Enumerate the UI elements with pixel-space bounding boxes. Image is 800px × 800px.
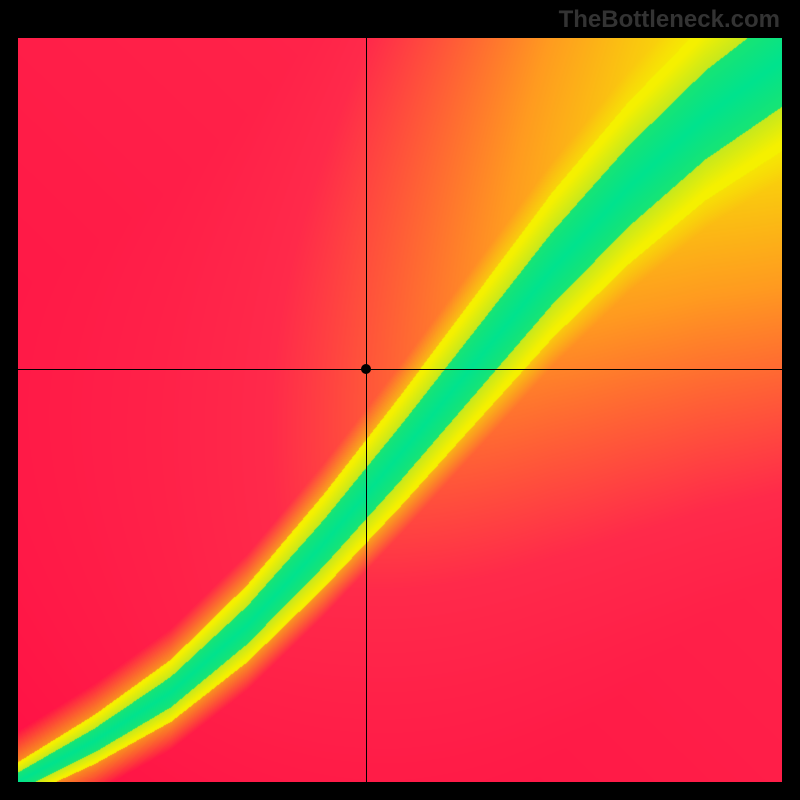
chart-container: TheBottleneck.com (0, 0, 800, 800)
watermark-text: TheBottleneck.com (559, 6, 780, 34)
heatmap-canvas (18, 38, 782, 782)
data-point-marker (361, 364, 371, 374)
heatmap-plot (18, 38, 782, 782)
crosshair-vertical (366, 38, 367, 782)
crosshair-horizontal (18, 369, 782, 370)
